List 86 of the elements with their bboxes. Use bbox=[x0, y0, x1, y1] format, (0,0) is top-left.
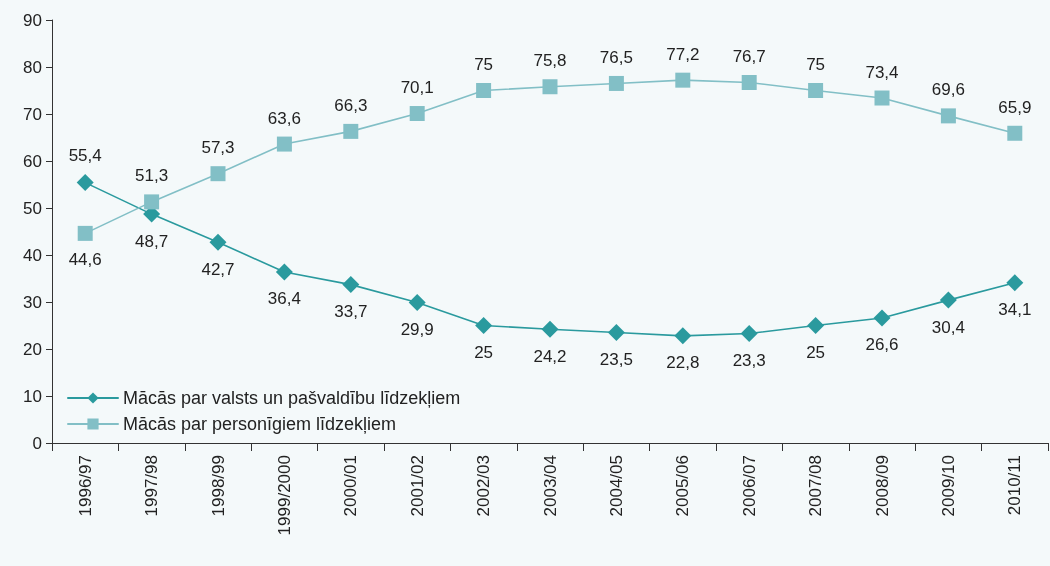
legend-label: Mācās par valsts un pašvaldību līdzekļiem bbox=[123, 388, 461, 408]
y-tick-label: 30 bbox=[23, 292, 42, 312]
data-label: 76,5 bbox=[599, 47, 633, 67]
y-tick-label: 90 bbox=[23, 10, 42, 30]
data-label: 24,2 bbox=[533, 346, 567, 366]
data-label: 36,4 bbox=[267, 289, 301, 309]
point bbox=[1007, 125, 1023, 141]
point bbox=[608, 75, 624, 91]
point bbox=[674, 327, 692, 345]
data-label: 25 bbox=[474, 343, 494, 362]
x-tick-label: 2006/07 bbox=[739, 455, 759, 517]
point bbox=[874, 90, 890, 106]
data-label: 55,4 bbox=[68, 146, 102, 166]
data-label: 77,2 bbox=[666, 44, 700, 64]
data-label: 26,6 bbox=[865, 335, 899, 355]
point bbox=[675, 72, 691, 88]
x-tick-label: 2009/10 bbox=[938, 455, 958, 517]
y-tick-label: 0 bbox=[32, 433, 42, 453]
x-tick-label: 2007/08 bbox=[806, 455, 826, 517]
point bbox=[76, 174, 94, 192]
point bbox=[807, 317, 825, 334]
data-label: 42,7 bbox=[201, 259, 235, 279]
point bbox=[873, 309, 891, 327]
x-tick-label: 2010/11 bbox=[1005, 455, 1025, 516]
data-label: 25 bbox=[806, 343, 826, 362]
x-tick-label: 1999/2000 bbox=[274, 455, 294, 536]
data-label: 75 bbox=[806, 55, 826, 74]
x-tick-label: 2008/09 bbox=[872, 455, 892, 517]
x-tick-label: 1998/99 bbox=[208, 455, 228, 517]
x-tick-label: 2001/02 bbox=[407, 455, 427, 517]
point bbox=[342, 276, 360, 294]
y-tick-label: 10 bbox=[23, 386, 42, 406]
x-tick-label: 2002/03 bbox=[474, 455, 494, 517]
data-label: 51,3 bbox=[135, 166, 169, 186]
y-tick-label: 80 bbox=[23, 57, 42, 77]
point bbox=[740, 324, 758, 342]
data-label: 73,4 bbox=[865, 62, 899, 82]
data-label: 33,7 bbox=[334, 302, 368, 322]
x-tick-label: 1996/97 bbox=[75, 455, 95, 517]
data-label: 34,1 bbox=[998, 300, 1032, 320]
x-tick-label: 2004/05 bbox=[606, 455, 626, 517]
data-label: 23,3 bbox=[732, 350, 766, 370]
point bbox=[409, 106, 425, 122]
y-tick-label: 50 bbox=[23, 198, 42, 218]
data-label: 75,8 bbox=[533, 51, 567, 71]
y-tick-label: 70 bbox=[23, 104, 42, 124]
data-label: 63,6 bbox=[267, 108, 301, 128]
x-tick-label: 2000/01 bbox=[341, 455, 361, 517]
point bbox=[77, 225, 93, 241]
data-label: 69,6 bbox=[931, 80, 965, 100]
y-tick-label: 20 bbox=[23, 339, 42, 359]
y-tick-label: 60 bbox=[23, 151, 42, 171]
data-label: 48,7 bbox=[135, 231, 169, 251]
data-label: 70,1 bbox=[400, 78, 434, 98]
point bbox=[607, 324, 625, 342]
point bbox=[475, 317, 493, 334]
point bbox=[1006, 274, 1024, 292]
data-label: 66,3 bbox=[334, 95, 368, 115]
data-label: 76,7 bbox=[732, 47, 766, 67]
point bbox=[210, 166, 226, 182]
point bbox=[542, 79, 558, 95]
point bbox=[276, 136, 292, 152]
point bbox=[144, 194, 160, 210]
x-tick-label: 1997/98 bbox=[142, 455, 162, 517]
point bbox=[275, 263, 293, 281]
x-tick-label: 2003/04 bbox=[540, 455, 560, 517]
point bbox=[476, 83, 492, 98]
data-label: 22,8 bbox=[666, 353, 700, 373]
point bbox=[939, 291, 957, 309]
data-label: 29,9 bbox=[400, 319, 434, 339]
point bbox=[209, 233, 227, 251]
data-label: 44,6 bbox=[68, 249, 102, 269]
point bbox=[343, 123, 359, 139]
data-label: 75 bbox=[474, 55, 494, 74]
point bbox=[940, 108, 956, 124]
point bbox=[808, 83, 824, 98]
point bbox=[741, 75, 757, 91]
y-tick-label: 40 bbox=[23, 245, 42, 265]
data-label: 23,5 bbox=[599, 350, 633, 370]
data-label: 30,4 bbox=[931, 317, 965, 337]
data-label: 65,9 bbox=[998, 97, 1032, 117]
data-label: 57,3 bbox=[201, 138, 235, 158]
point bbox=[408, 293, 426, 311]
x-tick-label: 2005/06 bbox=[673, 455, 693, 517]
point bbox=[541, 320, 559, 338]
legend-label: Mācās par personīgiem līdzekļiem bbox=[123, 414, 397, 434]
